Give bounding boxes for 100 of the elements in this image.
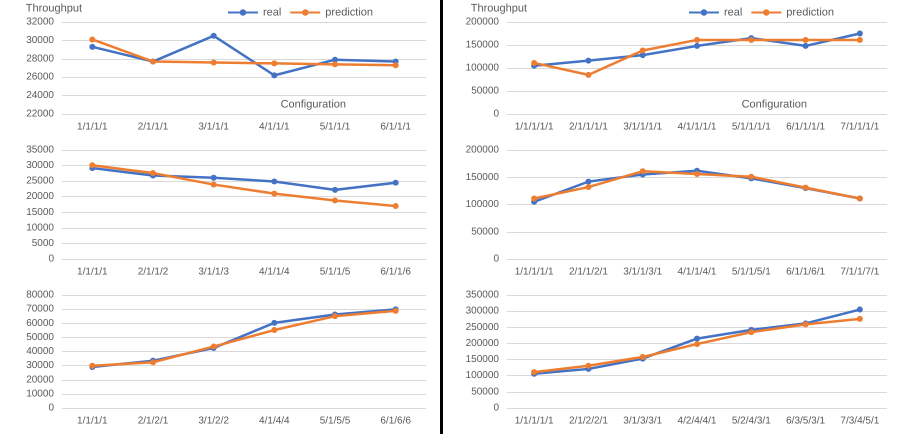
point — [89, 36, 96, 42]
y-tick-label: 0 — [48, 254, 54, 264]
y-tick-label: 25000 — [26, 176, 54, 187]
point — [332, 61, 338, 68]
y-tick-label: 150000 — [466, 40, 500, 50]
y-tick-label: 150000 — [466, 354, 500, 366]
point — [531, 60, 538, 66]
y-tick-label: 22000 — [26, 108, 54, 120]
y-tick-label: 30000 — [26, 360, 54, 372]
point — [694, 336, 700, 342]
y-tick-label: 0 — [493, 402, 500, 414]
x-tick-label: 4/1/1/1/1 — [678, 122, 717, 132]
x-tick-label: 6/3/5/3/1 — [786, 416, 826, 426]
x-tick-label: 2/1/1/2 — [138, 266, 169, 278]
point — [748, 329, 754, 336]
x-tick-label: 7/1/1/1/1 — [840, 122, 880, 132]
x-tick-label: 6/1/1/6/1 — [786, 266, 826, 278]
point — [856, 316, 863, 322]
point — [271, 190, 278, 197]
y-tick-label: 350000 — [466, 290, 500, 300]
point — [640, 168, 646, 174]
x-tick-label: 3/1/1/1/1 — [623, 122, 663, 132]
point — [89, 162, 96, 168]
point — [694, 341, 700, 348]
y-tick-label: 40000 — [26, 346, 54, 357]
y-tick-label: 5000 — [32, 238, 54, 249]
x-tick-label: 5/1/1/1/1 — [732, 122, 772, 132]
y-tick-label: 0 — [493, 254, 500, 264]
point — [856, 36, 863, 43]
y-tick-label: 50000 — [471, 226, 500, 238]
y-tick-label: 32000 — [26, 16, 54, 28]
y-tick-label: 250000 — [466, 322, 500, 333]
x-axis-title: Configuration — [742, 98, 807, 110]
x-tick-label: 2/1/1/1 — [138, 122, 169, 132]
y-tick-label: 50000 — [471, 386, 500, 398]
x-tick-label: 3/1/2/2 — [198, 416, 230, 426]
y-tick-label: 15000 — [26, 206, 54, 218]
x-axis-title: Configuration — [280, 98, 346, 110]
y-axis-title: Throughput — [26, 2, 82, 14]
y-tick-label: 0 — [493, 108, 500, 120]
x-tick-label: 6/1/6/6 — [380, 416, 412, 426]
x-tick-label: 2/1/1/1/1 — [568, 122, 608, 132]
y-tick-label: 26000 — [26, 72, 54, 83]
y-tick-label: 200000 — [466, 144, 500, 156]
point — [640, 48, 646, 54]
legend-label: prediction — [325, 6, 374, 18]
x-tick-label: 7/3/4/5/1 — [840, 416, 880, 426]
x-tick-label: 1/1/1/1/1 — [514, 416, 554, 426]
x-tick-label: 4/1/4/4 — [259, 416, 290, 426]
x-tick-label: 2/1/1/2/1 — [568, 266, 608, 278]
y-tick-label: 50000 — [471, 86, 500, 96]
x-tick-label: 5/1/5/5 — [320, 416, 351, 426]
point — [392, 203, 399, 210]
legend-label: real — [262, 6, 282, 18]
x-tick-label: 5/1/1/1 — [320, 122, 351, 132]
y-tick-label: 20000 — [26, 374, 54, 386]
x-tick-label: 3/1/3/3/1 — [623, 416, 663, 426]
y-tick-label: 100000 — [466, 370, 500, 382]
y-tick-label: 20000 — [26, 191, 54, 202]
x-tick-label: 6/1/1/1 — [380, 122, 412, 132]
x-tick-label: 4/2/4/4/1 — [678, 416, 717, 426]
x-tick-label: 3/1/1/3 — [198, 266, 230, 278]
point — [210, 59, 217, 66]
point — [271, 327, 278, 334]
x-tick-label: 4/1/1/4 — [259, 266, 290, 278]
x-tick-label: 4/1/1/1 — [259, 122, 290, 132]
point — [694, 36, 700, 43]
y-tick-label: 10000 — [26, 388, 54, 400]
y-tick-label: 60000 — [26, 318, 54, 329]
point — [332, 186, 338, 193]
x-tick-label: 7/1/1/7/1 — [840, 266, 880, 278]
x-tick-label: 2/1/2/1 — [138, 416, 169, 426]
x-tick-label: 1/1/1/1/1 — [514, 122, 554, 132]
y-axis-title: Throughput — [470, 2, 527, 14]
x-tick-label: 3/1/1/1 — [198, 122, 230, 132]
x-tick-label: 5/1/1/5/1 — [732, 266, 772, 278]
point — [802, 36, 809, 43]
y-tick-label: 35000 — [26, 144, 54, 156]
point — [210, 182, 217, 188]
point — [89, 44, 96, 50]
y-tick-label: 10000 — [26, 222, 54, 234]
legend-label: prediction — [786, 6, 834, 18]
x-tick-label: 1/1/1/1/1 — [514, 266, 554, 278]
x-tick-label: 2/1/2/2/1 — [568, 416, 608, 426]
point — [150, 170, 156, 176]
y-tick-label: 30000 — [26, 160, 54, 172]
y-tick-label: 200000 — [466, 16, 500, 28]
y-tick-label: 70000 — [26, 304, 54, 315]
x-tick-label: 1/1/1/1 — [77, 266, 108, 278]
point — [271, 60, 278, 66]
legend-label: real — [724, 6, 742, 18]
point — [271, 320, 278, 326]
point — [856, 306, 863, 313]
point — [392, 62, 399, 68]
point — [694, 42, 700, 49]
point — [694, 170, 700, 177]
y-tick-label: 80000 — [26, 290, 54, 300]
y-tick-label: 200000 — [466, 338, 500, 349]
x-tick-label: 4/1/1/4/1 — [678, 266, 717, 278]
point — [585, 184, 592, 190]
